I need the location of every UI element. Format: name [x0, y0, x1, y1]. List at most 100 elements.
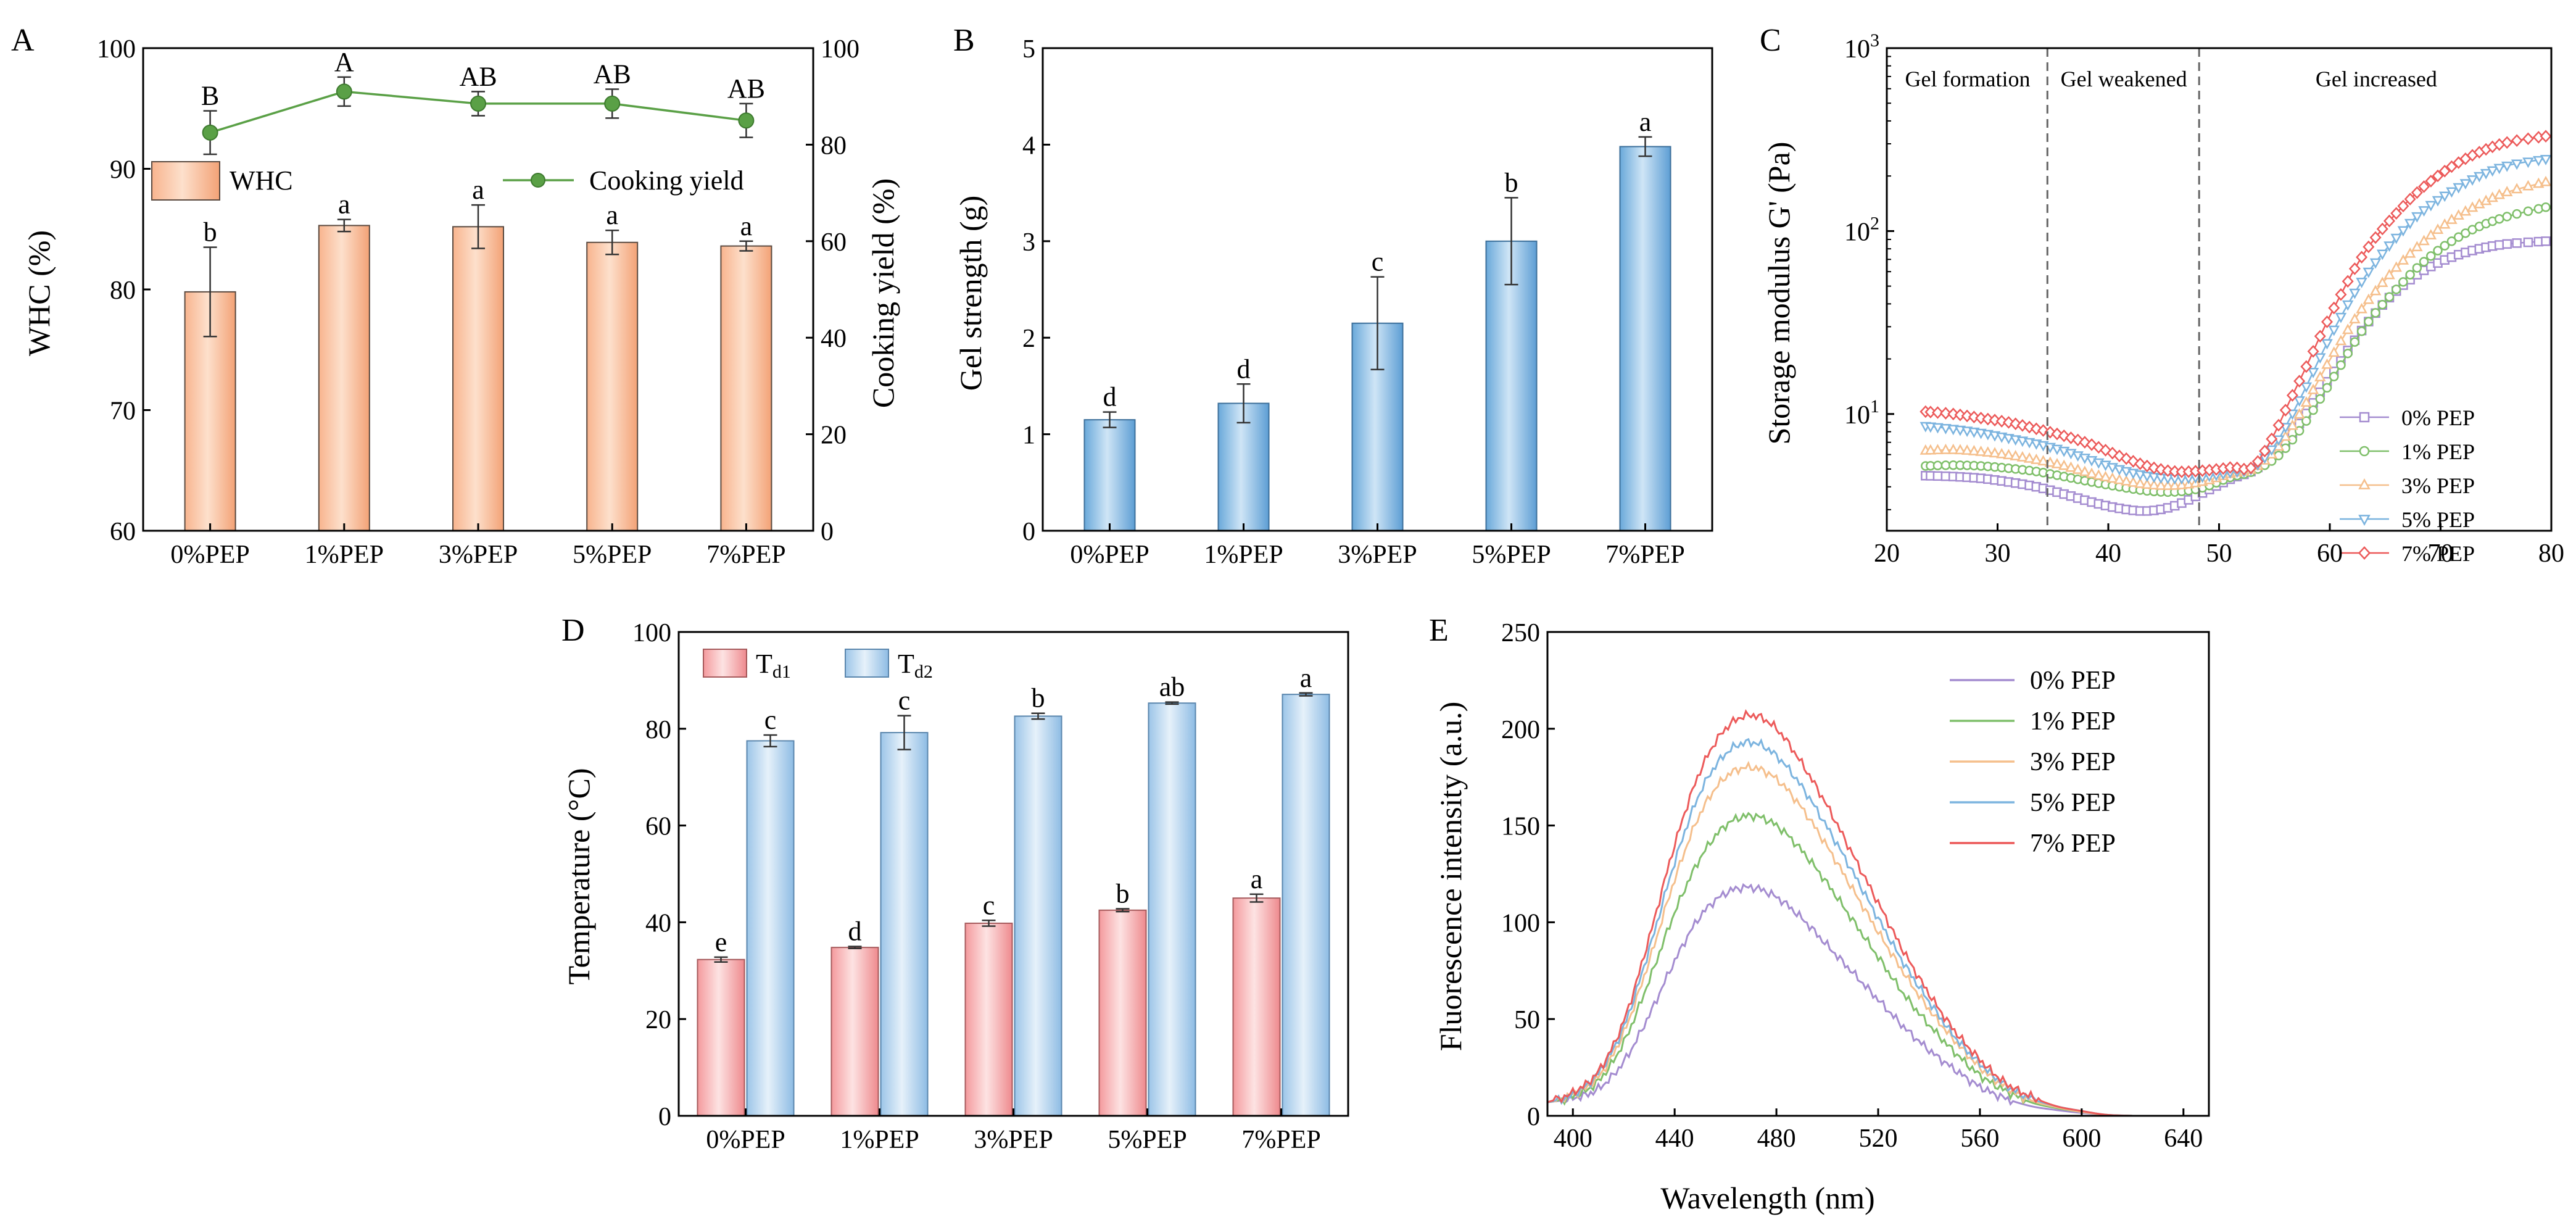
gel-letter-4: a — [1639, 107, 1652, 137]
temp-bar-d1-1 — [830, 947, 879, 1116]
modulus-marker-1-134 — [2384, 292, 2395, 302]
modulus-marker-4-36 — [2044, 425, 2056, 439]
modulus-marker-4-106 — [2286, 389, 2298, 402]
modulus-marker-3-168 — [2501, 161, 2513, 172]
modulus-marker-4-14 — [1968, 410, 1980, 423]
panel-d-cat-label-1: 1%PEP — [840, 1126, 919, 1154]
modulus-marker-2-134 — [2383, 268, 2395, 280]
modulus-marker-1-114 — [2315, 394, 2325, 404]
modulus-marker-4-50 — [2092, 441, 2105, 454]
modulus-marker-4-52 — [2100, 444, 2112, 457]
modulus-marker-4-148 — [2432, 169, 2444, 183]
modulus-marker-2-46 — [2079, 465, 2091, 476]
modulus-marker-4-30 — [2023, 420, 2036, 434]
modulus-marker-4-146 — [2425, 175, 2437, 188]
modulus-marker-3-128 — [2363, 267, 2375, 278]
modulus-marker-2-62 — [2134, 477, 2146, 488]
panel-e-plot: 0% PEP 1% PEP 3% PEP 5% PEP 7% PEP 0 50 100 150 2… — [1501, 619, 2210, 1153]
panel-b-y-tick-label-4: 4 — [1022, 131, 1035, 160]
whc-bar-4 — [720, 245, 772, 531]
panel-c-plot: Gel formation Gel weakened Gel increased 0%… — [1844, 30, 2564, 568]
modulus-marker-2-56 — [2113, 473, 2126, 484]
temp-letter-d1-1: d — [848, 916, 862, 947]
modulus-marker-3-136 — [2390, 233, 2402, 244]
modulus-marker-1-150 — [2440, 241, 2450, 251]
temp-letter-d2-0: c — [764, 705, 777, 735]
panel-a-cat-label-2: 3%PEP — [439, 541, 518, 569]
cooking-yield-point-0 — [202, 124, 218, 141]
temp-bar-d1-2 — [964, 922, 1013, 1117]
modulus-marker-4-24 — [2002, 416, 2015, 429]
panel-e-x-tick-label-0: 400 — [1554, 1124, 1592, 1153]
panel-a-plot: b a a a a B A AB AB AB WHC Cooking yield 60 70 80 90 100… — [97, 35, 859, 569]
modulus-marker-2-50 — [2093, 469, 2105, 480]
gel-bar-1 — [1217, 402, 1270, 531]
panel-a-y2label: Cooking yield (%) — [866, 178, 900, 408]
modulus-marker-4-62 — [2134, 457, 2147, 470]
legend-whc-swatch — [151, 161, 220, 201]
modulus-marker-2-26 — [2010, 449, 2021, 460]
region-label-0: Gel formation — [1905, 67, 2031, 91]
panel-a-cat-label-1: 1%PEP — [305, 541, 384, 569]
modulus-marker-3-160 — [2474, 172, 2485, 183]
panel-e-y-tick-label-4: 200 — [1501, 716, 1540, 744]
panel-letter-b: B — [953, 23, 975, 58]
modulus-marker-4-98 — [2259, 444, 2271, 458]
temp-letter-d1-4: a — [1251, 864, 1263, 894]
modulus-marker-3-146 — [2425, 201, 2437, 212]
panel-c-x-tick-label-2: 40 — [2095, 539, 2121, 568]
modulus-marker-2-168 — [2501, 186, 2513, 196]
modulus-marker-0-166 — [2494, 240, 2504, 250]
modulus-marker-2-172 — [2522, 180, 2534, 191]
cooking-yield-letter-3: AB — [594, 59, 631, 89]
gel-bar-3 — [1485, 240, 1538, 531]
modulus-marker-4-168 — [2501, 136, 2513, 149]
modulus-marker-3-176 — [2540, 155, 2552, 165]
modulus-marker-2-148 — [2432, 223, 2444, 234]
modulus-marker-3-148 — [2432, 196, 2444, 207]
modulus-marker-4-170 — [2511, 134, 2523, 148]
panel-letter-d: D — [561, 613, 585, 648]
modulus-marker-3-134 — [2383, 241, 2395, 252]
temp-bar-d1-0 — [697, 958, 745, 1116]
modulus-marker-3-118 — [2328, 325, 2340, 336]
modulus-marker-4-60 — [2127, 455, 2139, 468]
modulus-marker-3-156 — [2459, 179, 2472, 190]
panel-a-y-tick-label-2: 80 — [110, 276, 136, 305]
modulus-marker-4-18 — [1982, 412, 1994, 426]
modulus-marker-2-38 — [2051, 457, 2063, 468]
modulus-marker-4-144 — [2418, 180, 2430, 193]
temp-bar-d2-4 — [1282, 694, 1330, 1116]
temp-letter-d2-2: b — [1032, 683, 1045, 713]
modulus-marker-4-138 — [2397, 199, 2409, 213]
modulus-marker-2-34 — [2037, 455, 2049, 466]
region-label-1: Gel weakened — [2061, 67, 2187, 91]
panel-c-x-tick-label-0: 20 — [1874, 539, 1900, 568]
panel-d-y-tick-label-4: 80 — [645, 716, 671, 744]
modulus-marker-3-8 — [1947, 425, 1959, 436]
modulus-marker-4-38 — [2051, 427, 2063, 441]
legend-c-marker-0 — [2359, 412, 2370, 423]
temp-letter-d2-1: c — [898, 686, 911, 716]
panel-c-x-tick-label-5: 70 — [2428, 539, 2454, 568]
panel-c-x-tick-label-3: 50 — [2206, 539, 2232, 568]
modulus-marker-2-124 — [2349, 313, 2361, 323]
modulus-marker-1-176 — [2541, 202, 2551, 212]
modulus-marker-2-60 — [2127, 476, 2139, 487]
modulus-marker-3-158 — [2466, 175, 2479, 186]
modulus-marker-4-16 — [1975, 412, 1987, 425]
panel-e-x-tick-label-2: 480 — [1757, 1124, 1796, 1153]
legend-e-label-3: 5% PEP — [2030, 789, 2116, 817]
modulus-marker-3-162 — [2480, 168, 2492, 180]
modulus-marker-0-168 — [2502, 239, 2512, 249]
legend-c-marker-1 — [2359, 446, 2370, 457]
modulus-marker-2-114 — [2314, 371, 2326, 381]
temp-letter-d2-3: ab — [1159, 672, 1185, 702]
panel-d-cat-label-4: 7%PEP — [1241, 1126, 1320, 1154]
modulus-marker-1-154 — [2453, 232, 2464, 242]
modulus-marker-3-112 — [2307, 368, 2319, 378]
panel-d-y-tick-label-5: 100 — [632, 619, 671, 647]
modulus-marker-4-70 — [2161, 464, 2174, 477]
modulus-marker-2-106 — [2287, 419, 2298, 430]
modulus-marker-4-58 — [2120, 452, 2132, 465]
